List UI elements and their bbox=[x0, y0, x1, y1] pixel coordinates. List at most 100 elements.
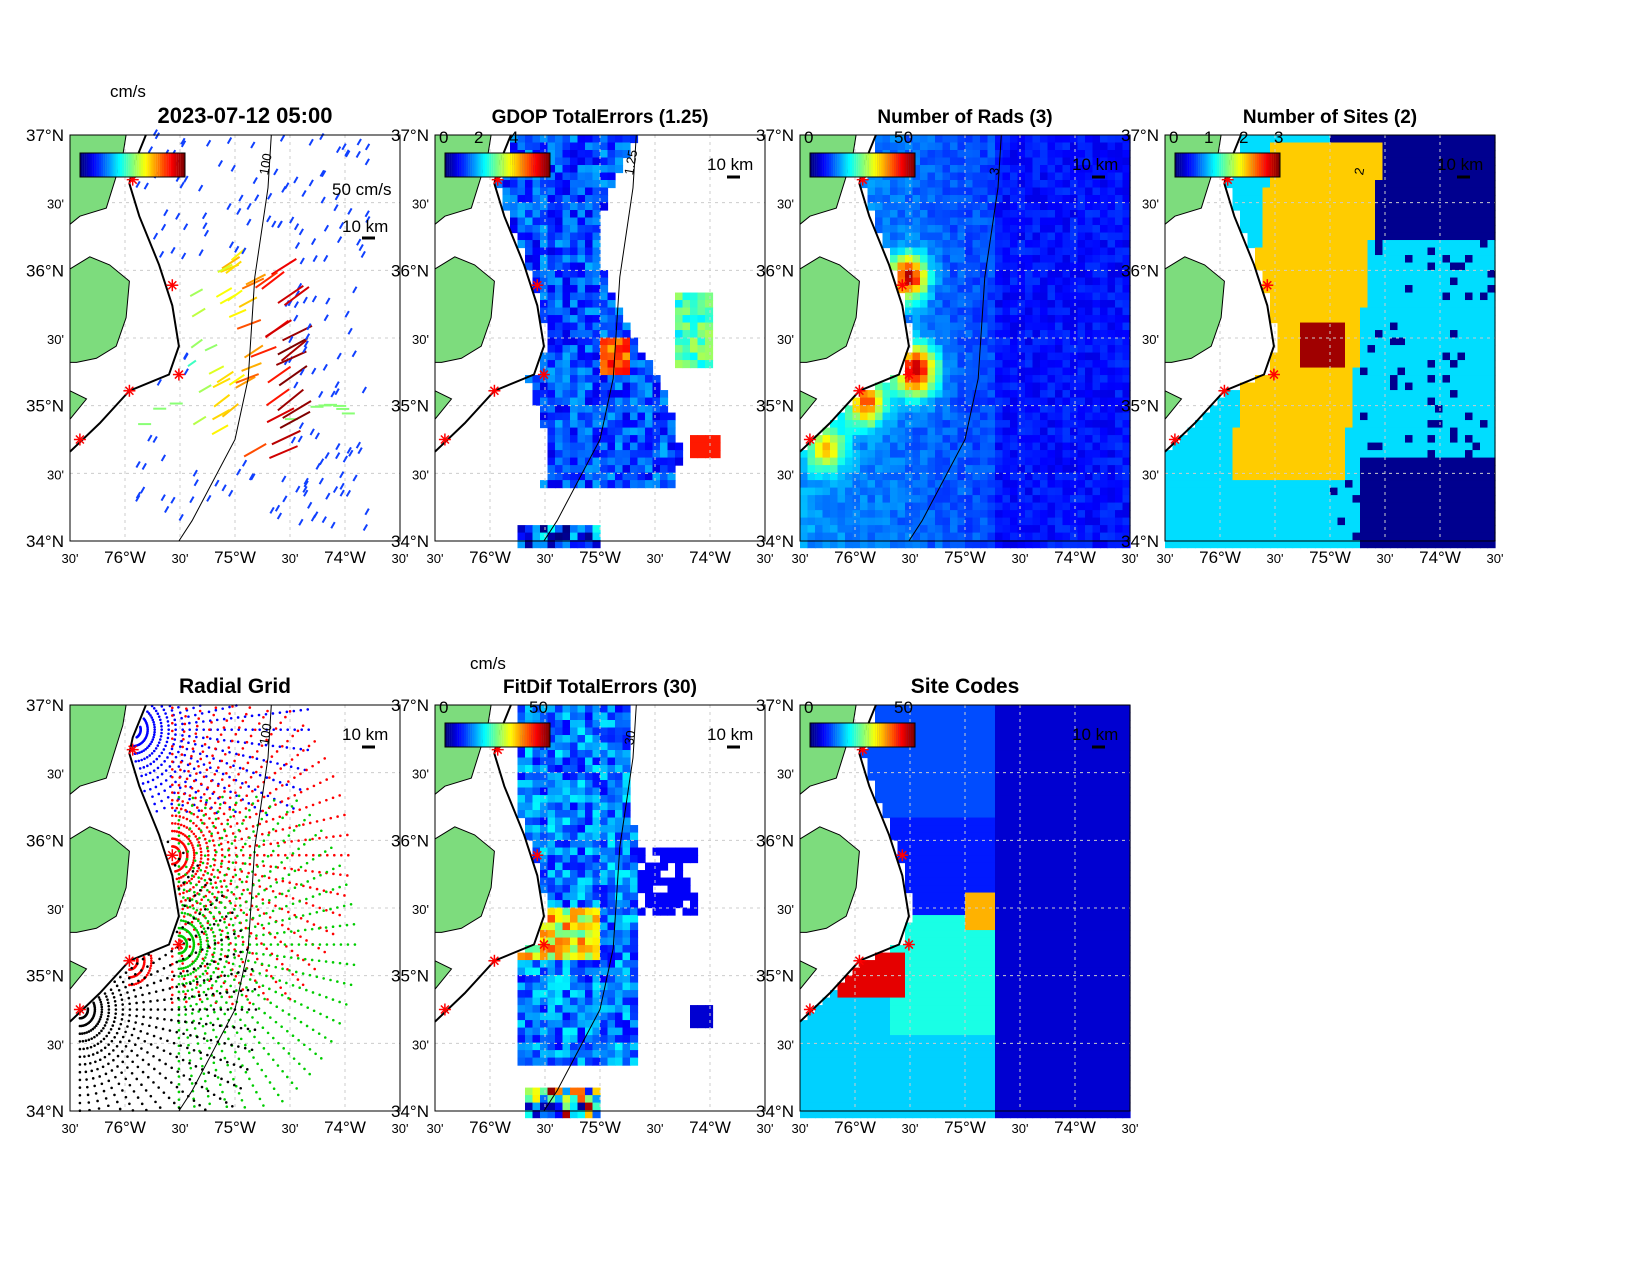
colorbar-swatch bbox=[524, 153, 527, 177]
grid-cell bbox=[950, 187, 959, 196]
grid-cell bbox=[927, 292, 936, 301]
grid-cell bbox=[1017, 465, 1026, 474]
grid-cell bbox=[987, 510, 996, 519]
grid-cell bbox=[1002, 217, 1011, 226]
grid-cell bbox=[1375, 337, 1384, 346]
grid-cell bbox=[540, 352, 549, 361]
grid-cell bbox=[965, 187, 974, 196]
grid-cell bbox=[577, 390, 586, 399]
grid-cell bbox=[1122, 382, 1131, 391]
grid-cell bbox=[1277, 420, 1286, 429]
grid-cell bbox=[860, 510, 869, 519]
colorbar-swatch bbox=[111, 153, 114, 177]
grid-cell bbox=[592, 240, 601, 249]
grid-cell bbox=[1047, 442, 1056, 451]
grid-cell bbox=[1025, 540, 1034, 549]
grid-cell bbox=[502, 202, 511, 211]
grid-cell bbox=[1330, 397, 1339, 406]
current-vector bbox=[183, 175, 189, 183]
grid-cell bbox=[615, 435, 624, 444]
grid-cell bbox=[1055, 337, 1064, 346]
grid-cell bbox=[1435, 277, 1444, 286]
grid-cell bbox=[1435, 465, 1444, 474]
grid-cell bbox=[1307, 435, 1316, 444]
grid-cell bbox=[525, 210, 534, 219]
grid-cell bbox=[1367, 450, 1376, 459]
grid-cell bbox=[860, 435, 869, 444]
grid-cell bbox=[1002, 397, 1011, 406]
grid-cell bbox=[875, 187, 884, 196]
grid-cell bbox=[592, 277, 601, 286]
grid-cell bbox=[1427, 412, 1436, 421]
grid-cell bbox=[1270, 202, 1279, 211]
grid-cell bbox=[1442, 172, 1451, 181]
grid-cell bbox=[1337, 457, 1346, 466]
grid-cell bbox=[1047, 390, 1056, 399]
grid-cell bbox=[1300, 367, 1309, 376]
colorbar-swatch bbox=[883, 153, 886, 177]
grid-cell bbox=[1420, 217, 1429, 226]
grid-cell bbox=[1047, 435, 1056, 444]
grid-cell bbox=[1070, 420, 1079, 429]
grid-cell bbox=[1100, 450, 1109, 459]
grid-cell bbox=[1040, 262, 1049, 271]
grid-cell bbox=[1077, 315, 1086, 324]
grid-cell bbox=[1070, 330, 1079, 339]
grid-cell bbox=[1062, 307, 1071, 316]
grid-cell bbox=[957, 352, 966, 361]
grid-cell bbox=[950, 472, 959, 481]
grid-cell bbox=[712, 450, 721, 459]
grid-cell bbox=[1085, 307, 1094, 316]
grid-cell bbox=[1330, 420, 1339, 429]
grid-cell bbox=[1002, 247, 1011, 256]
grid-cell bbox=[1225, 472, 1234, 481]
grid-cell bbox=[1025, 240, 1034, 249]
grid-cell bbox=[1330, 442, 1339, 451]
grid-cell bbox=[555, 427, 564, 436]
grid-cell bbox=[1300, 330, 1309, 339]
grid-cell bbox=[935, 412, 944, 421]
grid-cell bbox=[1427, 270, 1436, 279]
colorbar-swatch bbox=[166, 153, 169, 177]
grid-cell bbox=[837, 465, 846, 474]
grid-cell bbox=[525, 187, 534, 196]
grid-cell bbox=[570, 202, 579, 211]
grid-cell bbox=[1122, 172, 1131, 181]
grid-cell bbox=[1367, 202, 1376, 211]
grid-cell bbox=[1085, 465, 1094, 474]
grid-cell bbox=[1375, 540, 1384, 549]
grid-cell bbox=[1277, 225, 1286, 234]
grid-cell bbox=[555, 382, 564, 391]
grid-cell bbox=[995, 367, 1004, 376]
grid-cell bbox=[1270, 397, 1279, 406]
grid-cell bbox=[1017, 457, 1026, 466]
grid-cell bbox=[577, 135, 586, 144]
current-vector bbox=[334, 193, 340, 201]
grid-cell bbox=[660, 465, 669, 474]
grid-cell bbox=[1315, 150, 1324, 159]
grid-cell bbox=[1270, 225, 1279, 234]
grid-cell bbox=[942, 165, 951, 174]
grid-cell bbox=[1315, 217, 1324, 226]
grid-cell bbox=[972, 285, 981, 294]
current-vector bbox=[297, 435, 303, 443]
grid-cell bbox=[1315, 525, 1324, 534]
grid-cell bbox=[830, 540, 839, 549]
grid-cell bbox=[1217, 480, 1226, 489]
grid-cell bbox=[980, 367, 989, 376]
grid-cell bbox=[1397, 525, 1406, 534]
grid-cell bbox=[882, 240, 891, 249]
grid-cell bbox=[675, 292, 684, 301]
grid-cell bbox=[927, 442, 936, 451]
colorbar-swatch bbox=[468, 153, 471, 177]
grid-cell bbox=[1405, 397, 1414, 406]
grid-cell bbox=[1427, 232, 1436, 241]
grid-cell bbox=[830, 495, 839, 504]
grid-cell bbox=[987, 165, 996, 174]
grid-cell bbox=[1405, 150, 1414, 159]
grid-cell bbox=[1195, 457, 1204, 466]
grid-cell bbox=[807, 540, 816, 549]
grid-cell bbox=[1062, 225, 1071, 234]
grid-cell bbox=[697, 337, 706, 346]
grid-cell bbox=[890, 262, 899, 271]
